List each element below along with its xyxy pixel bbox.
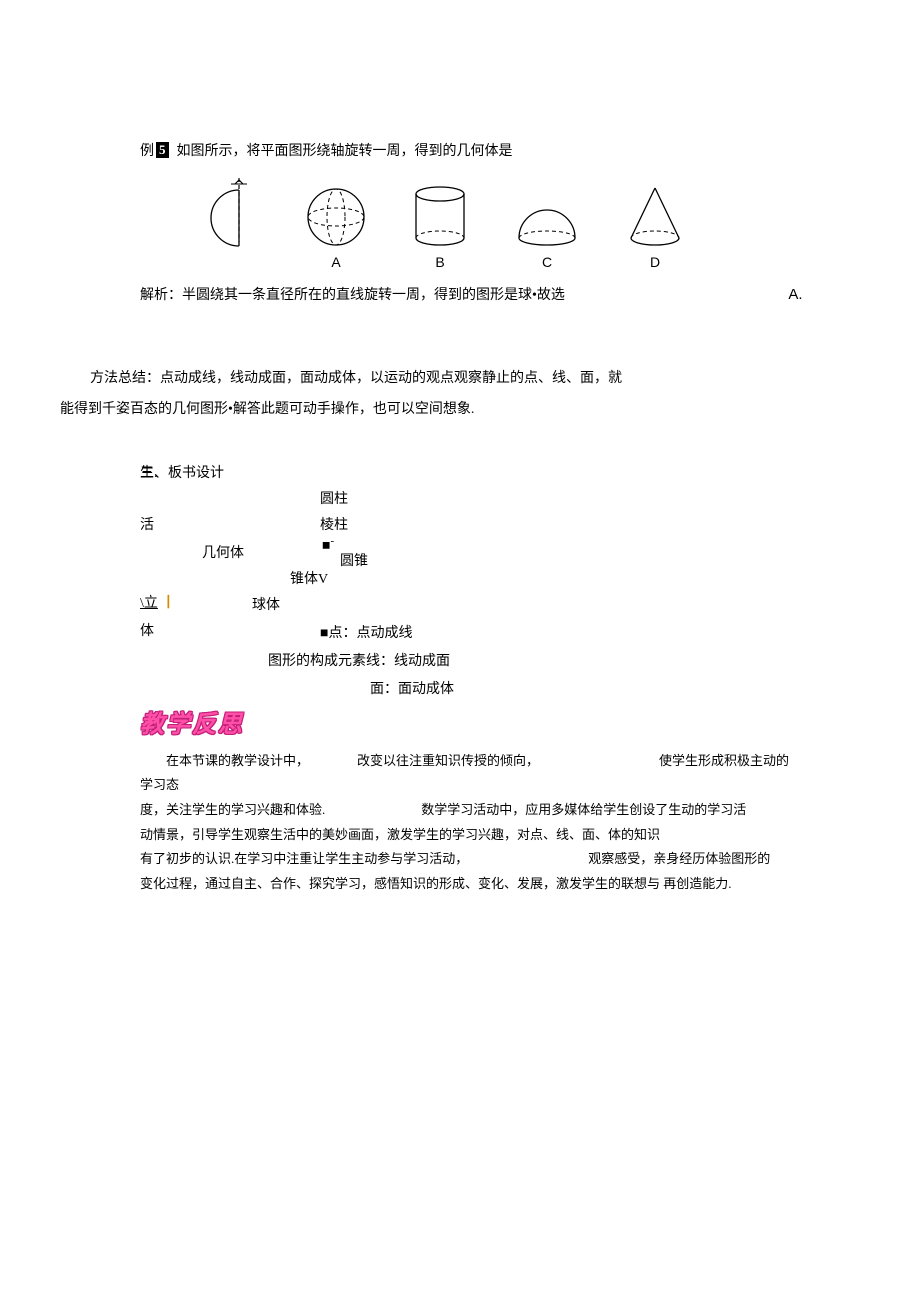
reflection-line4: 有了初步的认识.在学习中注重让学生主动参与学习活动， 观察感受，亲身经历体验图形的 [140, 847, 790, 872]
figure-source [193, 178, 263, 270]
figure-c-label: C [542, 254, 552, 270]
example-5-heading: 例 5 如图所示，将平面图形绕轴旋转一周，得到的几何体是 [140, 140, 820, 160]
r4a: 有了初步的认识.在学习中注重让学生主动参与学习活动， [140, 851, 468, 866]
board-huo: 活 [140, 512, 154, 540]
r2a: 度，关注学生的学习兴趣和体验. [140, 802, 325, 817]
analysis-answer: A. [788, 286, 802, 303]
board-square-dash: ■- [322, 530, 334, 561]
cone-icon [623, 184, 687, 250]
reflection-title: 教学反思 [140, 704, 820, 739]
example-prompt: 如图所示，将平面图形绕轴旋转一周，得到的几何体是 [177, 140, 513, 160]
r2b: 数学学习活动中，应用多媒体给学生创设了生动的学习活 [421, 802, 746, 817]
reflection-line1: 在本节课的教学设计中，改变以往注重知识传授的倾向，使学生形成积极主动的学习态 [140, 749, 790, 798]
analysis-text: 解析：半圆绕其一条直径所在的直线旋转一周，得到的图形是球•故选 [140, 288, 565, 303]
board-ti: 体 [140, 618, 154, 646]
badge-number: 5 [156, 142, 169, 158]
figure-b: B [409, 184, 471, 270]
cylinder-icon [409, 184, 471, 250]
board-li: \立 丨 [140, 590, 175, 618]
board-sheng: 生. [140, 460, 158, 488]
board-zhuiti: 锥体V [290, 566, 328, 594]
board-mian: 面：面动成体 [370, 676, 454, 704]
board-qiuti: 球体 [252, 592, 280, 620]
figure-b-label: B [435, 254, 444, 270]
figure-a-label: A [331, 254, 340, 270]
source-halfcircle-icon [193, 178, 263, 250]
figure-c: C [511, 200, 583, 270]
analysis-line: 解析：半圆绕其一条直径所在的直线旋转一周，得到的图形是球•故选 A. [140, 284, 820, 304]
board-dian: ■点：点动成线 [320, 620, 412, 648]
badge-prefix: 例 [140, 140, 154, 160]
hemisphere-icon [511, 200, 583, 250]
board-yuanzhu: 圆柱 [320, 486, 348, 514]
example-badge: 例 5 [140, 140, 169, 160]
board-design: 三、板书设计 生. 圆柱 活 棱柱 ■- 几何体 圆锥 锥体V \立 丨 球体 … [140, 460, 820, 700]
orange-bar-icon: 丨 [161, 596, 175, 611]
board-li-text: \立 [140, 596, 158, 611]
dash-sup: - [330, 535, 334, 547]
sphere-icon [303, 184, 369, 250]
r1b: 改变以往注重知识传授的倾向， [357, 753, 539, 768]
method-line2: 能得到千姿百态的几何图形•解答此题可动手操作，也可以空间想象. [60, 395, 820, 426]
r4b: 观察感受，亲身经历体验图形的 [588, 851, 770, 866]
r1a: 在本节课的教学设计中， [166, 753, 309, 768]
reflection-title-text: 教学反思 [140, 712, 244, 738]
reflection-line5: 变化过程，通过自主、合作、探究学习，感悟知识的形成、变化、发展，激发学生的联想与… [140, 872, 790, 897]
method-line1: 方法总结：点动成线，线动成面，面动成体，以运动的观点观察静止的点、线、面，就 [90, 364, 820, 395]
figures-row: A B C [60, 178, 820, 270]
reflection-body: 在本节课的教学设计中，改变以往注重知识传授的倾向，使学生形成积极主动的学习态 度… [140, 749, 790, 897]
board-goucheng: 图形的构成元素线：线动成面 [268, 648, 450, 676]
reflection-line2: 度，关注学生的学习兴趣和体验. 数学学习活动中，应用多媒体给学生创设了生动的学习活 [140, 798, 790, 823]
figure-d: D [623, 184, 687, 270]
board-jiheti: 几何体 [202, 540, 244, 568]
reflection-line3: 动情景，引导学生观察生活中的美妙画面，激发学生的学习兴趣，对点、线、面、体的知识 [140, 823, 790, 848]
method-summary: 方法总结：点动成线，线动成面，面动成体，以运动的观点观察静止的点、线、面，就 能… [90, 364, 820, 426]
page: 例 5 如图所示，将平面图形绕轴旋转一周，得到的几何体是 A [0, 0, 920, 957]
board-yuanzhui: 圆锥 [340, 548, 368, 576]
figure-a: A [303, 184, 369, 270]
figure-label-blank [226, 254, 230, 270]
figure-d-label: D [650, 254, 660, 270]
